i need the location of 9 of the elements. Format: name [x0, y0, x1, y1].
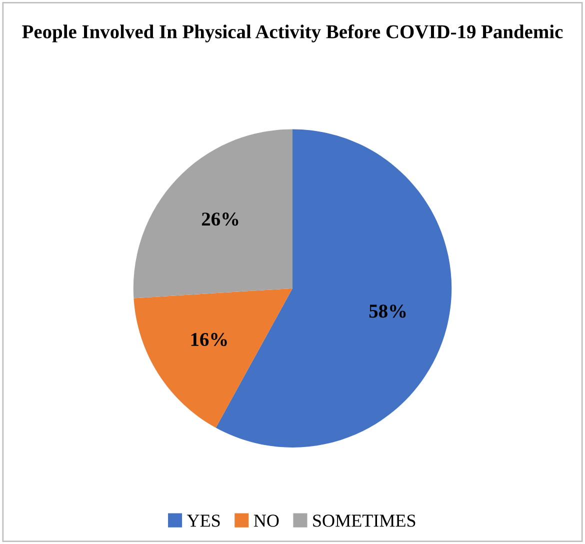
data-label: 58% — [369, 304, 406, 318]
pie-slice — [133, 129, 292, 298]
legend-label: YES — [186, 514, 220, 527]
data-label: 26% — [202, 212, 238, 226]
legend-label: SOMETIMES — [313, 514, 416, 527]
pie-slice — [134, 288, 292, 428]
data-label: 16% — [191, 332, 227, 346]
chart-title: People Involved In Physical Activity Before COVID-19 Pandemic — [22, 24, 563, 42]
legend-label: NO — [254, 514, 279, 527]
